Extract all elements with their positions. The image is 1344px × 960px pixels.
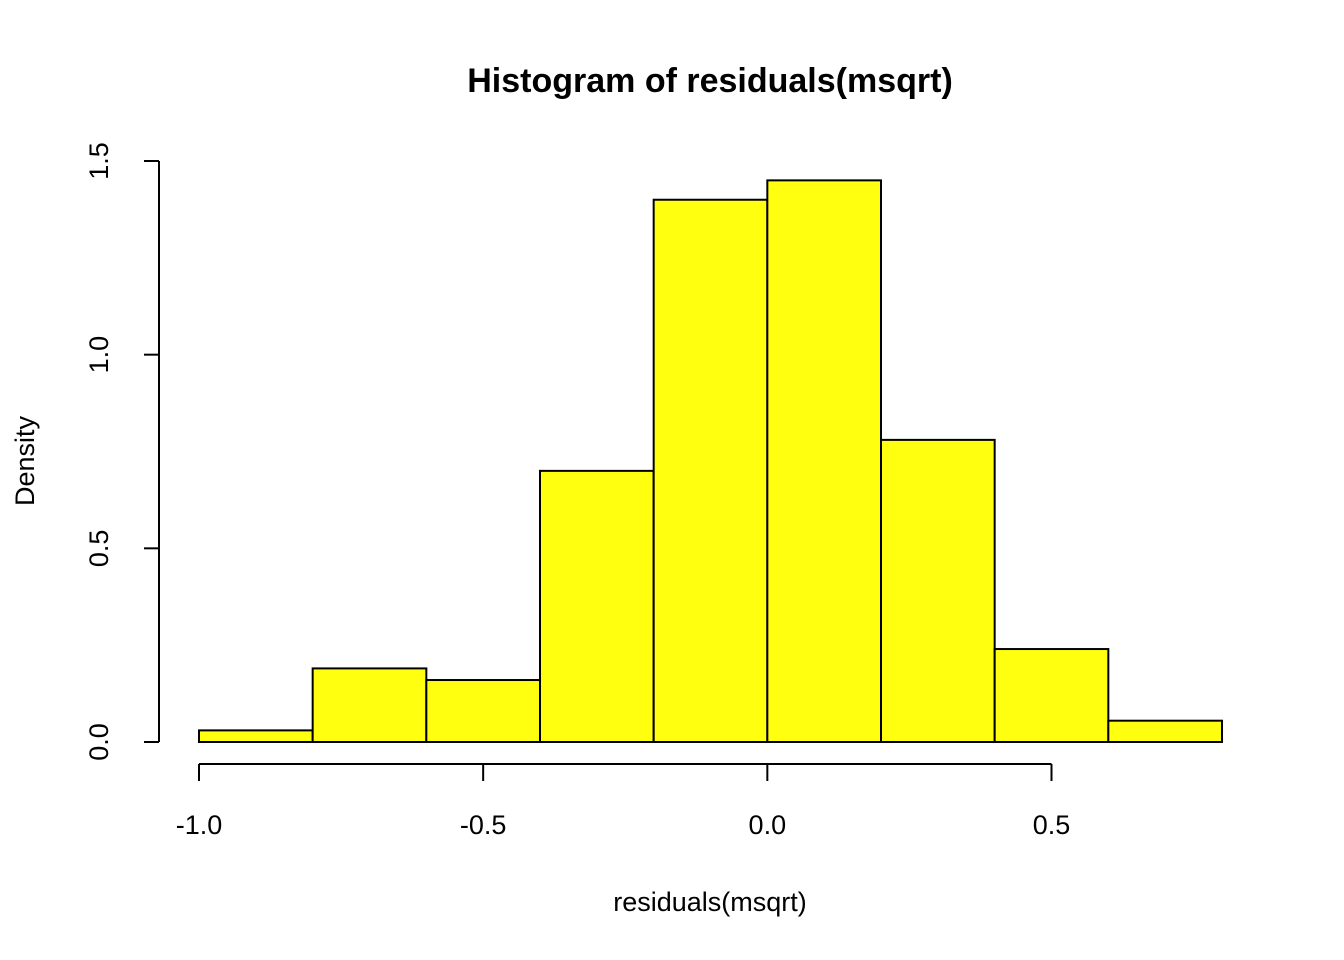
x-tick-label-3: 0.5 bbox=[1033, 810, 1071, 840]
histogram-bar-4 bbox=[652, 198, 769, 743]
histogram-bar-7 bbox=[993, 648, 1110, 743]
y-tick-label-0: 0.0 bbox=[84, 723, 114, 761]
histogram-bar-6 bbox=[880, 438, 996, 743]
histogram-bar-0 bbox=[198, 729, 314, 744]
histogram-bar-2 bbox=[425, 679, 542, 744]
x-tick-label-0: -1.0 bbox=[176, 810, 223, 840]
y-tick-label-2: 1.0 bbox=[84, 336, 114, 374]
histogram-bar-5 bbox=[766, 179, 882, 744]
histogram-bar-3 bbox=[539, 469, 655, 743]
y-axis: 0.0 0.5 1.0 1.5 bbox=[84, 142, 160, 761]
chart-title: Histogram of residuals(msqrt) bbox=[467, 62, 953, 100]
y-tick-label-3: 1.5 bbox=[84, 142, 114, 180]
bars-group bbox=[198, 179, 1224, 744]
x-axis-title: residuals(msqrt) bbox=[613, 887, 807, 917]
y-tick-label-1: 0.5 bbox=[84, 530, 114, 568]
y-axis-title: Density bbox=[10, 415, 40, 506]
x-tick-label-2: 0.0 bbox=[749, 810, 787, 840]
x-tick-label-1: -0.5 bbox=[460, 810, 507, 840]
x-axis: -1.0 -0.5 0.0 0.5 bbox=[176, 763, 1071, 840]
histogram-bar-8 bbox=[1107, 719, 1224, 743]
histogram-bar-1 bbox=[311, 667, 428, 744]
